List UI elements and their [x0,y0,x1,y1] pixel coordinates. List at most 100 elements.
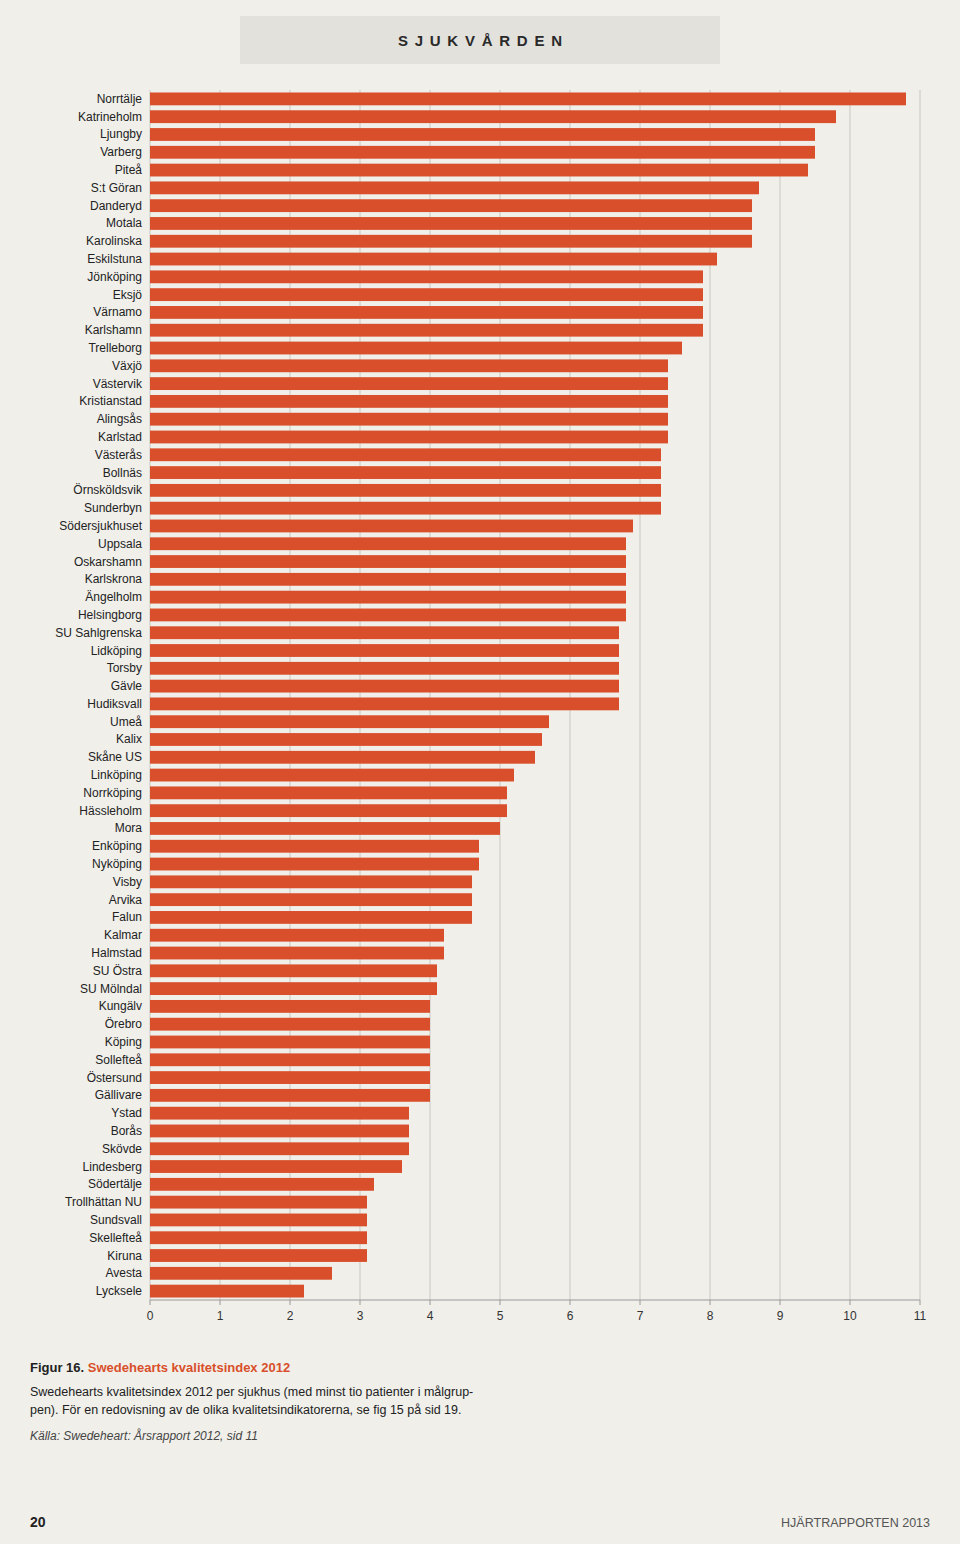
tick-label: 0 [147,1309,154,1323]
category-label: SU Östra [93,964,143,978]
bar [150,964,437,977]
bar [150,591,626,604]
tick-mark [430,1300,431,1305]
bar [150,520,633,533]
tick-mark [220,1300,221,1305]
category-label: Kiruna [107,1249,142,1263]
caption-heading: Figur 16. Swedehearts kvalitetsindex 201… [30,1360,930,1375]
bar [150,733,542,746]
category-label: Växjö [112,359,142,373]
chart: NorrtäljeKatrineholmLjungbyVarbergPiteåS… [0,80,960,1350]
category-label: Västervik [93,377,143,391]
category-label: Lidköping [91,644,142,658]
tick-label: 8 [707,1309,714,1323]
category-label: Karlshamn [85,323,142,337]
tick-mark [920,1300,921,1305]
bar [150,1285,304,1298]
bar [150,324,703,337]
category-label: Visby [113,875,142,889]
bar [150,786,507,799]
category-label: Danderyd [90,199,142,213]
category-label: SU Mölndal [80,982,142,996]
bar [150,715,549,728]
bar [150,947,444,960]
x-axis: 01234567891011 [147,1300,927,1323]
bar [150,217,752,230]
tick-label: 10 [843,1309,857,1323]
bar [150,555,626,568]
bar [150,92,906,105]
bar [150,466,661,479]
figure-name: Swedehearts kvalitetsindex 2012 [88,1360,290,1375]
bar [150,537,626,550]
page-footer: HJÄRTRAPPORTEN 2013 [781,1516,930,1530]
category-label: Norrköping [83,786,142,800]
category-label: Gävle [111,679,143,693]
bar [150,502,661,515]
bar [150,893,472,906]
category-label: Katrineholm [78,110,142,124]
bar [150,680,619,693]
bar [150,1018,430,1031]
category-label: Karolinska [86,234,142,248]
category-label: Örebro [105,1017,143,1031]
category-label: Falun [112,910,142,924]
bar [150,413,668,426]
bar [150,1142,409,1155]
bar [150,1178,374,1191]
bar [150,573,626,586]
category-label: Västerås [95,448,142,462]
bar [150,626,619,639]
bar [150,875,472,888]
category-label: Ystad [111,1106,142,1120]
bar [150,359,668,372]
bar [150,662,619,675]
tick-mark [850,1300,851,1305]
category-label: Sundsvall [90,1213,142,1227]
category-label: Oskarshamn [74,555,142,569]
grid [150,90,920,1300]
category-label: Eksjö [113,288,143,302]
category-label: Eskilstuna [87,252,142,266]
category-label: Piteå [115,163,143,177]
bar [150,644,619,657]
title: SJUKVÅRDEN [391,32,569,49]
tick-label: 4 [427,1309,434,1323]
bar [150,395,668,408]
category-label: Alingsås [97,412,142,426]
category-label: Bollnäs [103,466,142,480]
bar [150,110,836,123]
category-label: Örnsköldsvik [73,483,143,497]
category-label: Linköping [91,768,142,782]
category-label: Borås [111,1124,142,1138]
grid-line [920,90,921,1300]
tick-mark [710,1300,711,1305]
bar [150,342,682,355]
category-label: Avesta [106,1266,143,1280]
tick-mark [290,1300,291,1305]
category-label: Kalmar [104,928,142,942]
grid-line [780,90,781,1300]
bar [150,911,472,924]
category-label: Helsingborg [78,608,142,622]
category-label: Lycksele [96,1284,143,1298]
bar [150,751,535,764]
tick-mark [780,1300,781,1305]
category-label: Södersjukhuset [59,519,142,533]
bar [150,484,661,497]
category-label: Arvika [109,893,143,907]
bar [150,697,619,710]
category-label: Umeå [110,715,142,729]
bar [150,1214,367,1227]
category-label: Hudiksvall [87,697,142,711]
bar [150,431,668,444]
category-label: S:t Göran [91,181,142,195]
category-label: Skövde [102,1142,142,1156]
bar [150,1249,367,1262]
tick-label: 11 [914,1309,927,1323]
bar [150,1107,409,1120]
category-label: Kungälv [99,999,142,1013]
bar [150,377,668,390]
axis-line [150,1300,920,1301]
bar [150,1267,332,1280]
